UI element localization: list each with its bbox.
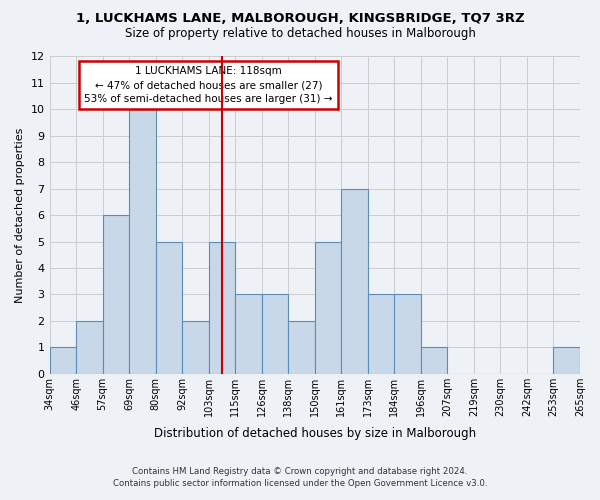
Bar [341, 188, 368, 374]
Bar [129, 110, 155, 374]
Y-axis label: Number of detached properties: Number of detached properties [15, 128, 25, 303]
Bar [50, 348, 76, 374]
Bar [421, 348, 448, 374]
X-axis label: Distribution of detached houses by size in Malborough: Distribution of detached houses by size … [154, 427, 476, 440]
Bar [209, 242, 235, 374]
Bar [103, 215, 129, 374]
Bar [288, 321, 315, 374]
Bar [368, 294, 394, 374]
Text: 1, LUCKHAMS LANE, MALBOROUGH, KINGSBRIDGE, TQ7 3RZ: 1, LUCKHAMS LANE, MALBOROUGH, KINGSBRIDG… [76, 12, 524, 26]
Bar [262, 294, 288, 374]
Bar [235, 294, 262, 374]
Text: Contains HM Land Registry data © Crown copyright and database right 2024.: Contains HM Land Registry data © Crown c… [132, 467, 468, 476]
Text: Contains public sector information licensed under the Open Government Licence v3: Contains public sector information licen… [113, 478, 487, 488]
Bar [76, 321, 103, 374]
Text: Size of property relative to detached houses in Malborough: Size of property relative to detached ho… [125, 28, 475, 40]
Bar [553, 348, 580, 374]
Bar [394, 294, 421, 374]
Text: 1 LUCKHAMS LANE: 118sqm
← 47% of detached houses are smaller (27)
53% of semi-de: 1 LUCKHAMS LANE: 118sqm ← 47% of detache… [85, 66, 333, 104]
Bar [182, 321, 209, 374]
Bar [315, 242, 341, 374]
Bar [155, 242, 182, 374]
